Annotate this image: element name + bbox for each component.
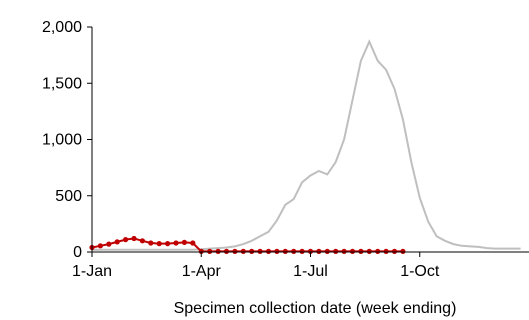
tick-labels: 0 500 1,000 1,500 2,000 1-Jan 1-Apr 1-Jul 1-Oct: [42, 19, 440, 280]
series-point-1: [190, 240, 196, 246]
series-point-1: [131, 235, 137, 242]
y-tick-label: 500: [55, 188, 82, 205]
series-point-1: [249, 248, 255, 254]
series-point-1: [223, 248, 230, 254]
series-point-1: [341, 248, 347, 254]
series-point-1: [307, 248, 314, 254]
series-point-1: [139, 238, 145, 244]
series-point-1: [375, 248, 381, 254]
series-point-1: [181, 239, 187, 245]
x-tick-label: 1-Jul: [293, 263, 328, 280]
x-tick-label: 1-Oct: [400, 263, 440, 280]
x-tick-label: 1-Jan: [72, 263, 112, 280]
series-point-1: [274, 248, 280, 254]
series-point-1: [198, 248, 204, 254]
series-point-1: [215, 248, 221, 254]
series-point-1: [358, 248, 364, 254]
series-point-1: [400, 248, 406, 254]
series-point-1: [383, 248, 389, 254]
series-point-1: [349, 248, 356, 254]
series-point-1: [148, 240, 154, 246]
series-point-1: [265, 248, 272, 254]
series-point-1: [114, 239, 120, 245]
series-point-1: [173, 240, 179, 246]
series-point-1: [123, 237, 129, 243]
series-point-1: [232, 248, 238, 254]
x-axis-title: Specimen collection date (week ending): [174, 300, 457, 317]
series-point-1: [156, 241, 162, 247]
x-tick-label: 1-Apr: [182, 263, 222, 280]
axes: [87, 26, 529, 257]
series-point-1: [207, 248, 213, 254]
series-point-1: [366, 248, 372, 254]
y-tick-label: 2,000: [42, 19, 82, 36]
series-point-1: [282, 248, 288, 254]
series-point-1: [299, 248, 305, 254]
series-point-1: [97, 243, 103, 249]
y-tick-label: 1,500: [42, 75, 82, 92]
series-point-1: [333, 248, 339, 254]
series-point-1: [106, 241, 112, 247]
series-point-1: [324, 248, 330, 254]
series-point-1: [240, 248, 246, 254]
series-point-1: [391, 248, 398, 254]
series-point-1: [316, 248, 322, 254]
series-line-0: [92, 39, 521, 251]
y-tick-label: 0: [73, 244, 82, 261]
series-point-1: [257, 248, 263, 254]
series-point-1: [291, 248, 297, 254]
y-tick-label: 1,000: [42, 132, 82, 149]
plot-area: [89, 39, 521, 254]
series-point-1: [165, 241, 171, 247]
